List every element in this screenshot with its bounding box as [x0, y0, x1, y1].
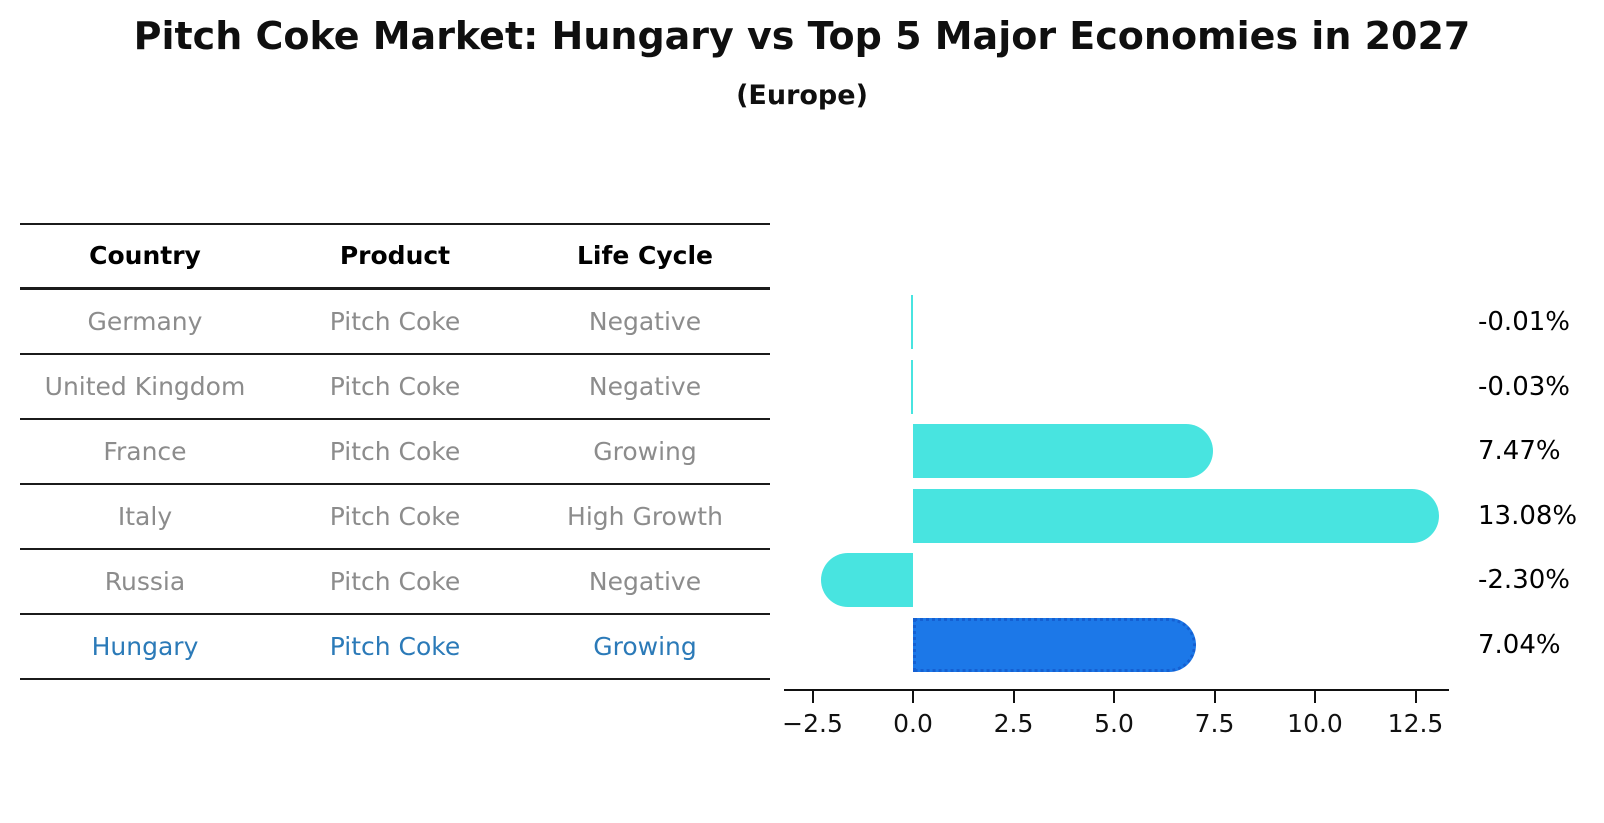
x-axis-line: [784, 689, 1449, 691]
value-label-italy: 13.08%: [1478, 500, 1578, 531]
cell-life-cycle: Negative: [588, 371, 702, 401]
x-tick-mark: [1414, 691, 1417, 703]
value-label-russia: -2.30%: [1478, 565, 1570, 596]
page-title: Pitch Coke Market: Hungary vs Top 5 Majo…: [133, 14, 1471, 58]
cell-product: Pitch Coke: [329, 566, 461, 596]
value-label-germany: -0.01%: [1478, 307, 1570, 337]
cell-country: United Kingdom: [44, 371, 246, 401]
header-cell-country: Country: [89, 241, 201, 271]
x-tick-mark: [1012, 691, 1015, 703]
x-tick-mark: [912, 691, 914, 703]
table-row-italy: Italy Pitch Coke High Growth: [20, 485, 770, 550]
comparison-table: Country Product Life Cycle Germany Pitch …: [20, 223, 770, 680]
table-row-united-kingdom: United Kingdom Pitch Coke Negative: [20, 355, 770, 420]
value-label-hungary: 7.04%: [1478, 630, 1561, 660]
x-tick-label: −2.5: [782, 709, 843, 738]
cell-product: Pitch Coke: [329, 306, 461, 336]
cell-country: Germany: [87, 306, 203, 336]
cell-life-cycle: Growing: [593, 436, 697, 466]
cell-product: Pitch Coke: [329, 501, 461, 531]
cell-product: Pitch Coke: [329, 631, 461, 661]
chart-bar-italy: [913, 488, 1439, 543]
value-label-united-kingdom: -0.03%: [1478, 371, 1570, 402]
cell-product: Pitch Coke: [329, 371, 461, 401]
x-tick-mark: [811, 691, 814, 703]
table-row-germany: Germany Pitch Coke Negative: [20, 290, 770, 355]
chart-bar-russia: [820, 553, 913, 608]
table-row-russia: Russia Pitch Coke Negative: [20, 550, 770, 615]
x-tick-mark: [1213, 691, 1216, 703]
page-subtitle: (Europe): [736, 80, 868, 111]
cell-country: Hungary: [91, 631, 199, 661]
cell-country: Italy: [117, 501, 173, 531]
header-cell-life-cycle: Life Cycle: [576, 241, 714, 271]
table-body: Germany Pitch Coke Negative United Kingdom P…: [20, 290, 770, 680]
x-tick-label: 2.5: [993, 709, 1034, 738]
chart-bar-united-kingdom: [910, 359, 913, 414]
x-tick-label: 0.0: [893, 709, 933, 738]
x-tick-mark: [1113, 691, 1115, 703]
x-tick-label: 7.5: [1194, 709, 1235, 738]
cell-life-cycle: Negative: [588, 306, 702, 336]
cell-life-cycle: High Growth: [567, 501, 723, 531]
table-row-hungary: Hungary Pitch Coke Growing: [20, 615, 770, 680]
chart-bar-hungary: [913, 618, 1196, 672]
x-tick-mark: [1314, 691, 1316, 703]
x-tick-label: 5.0: [1094, 709, 1134, 738]
value-label-france: 7.47%: [1478, 436, 1561, 467]
table-row-france: France Pitch Coke Growing: [20, 420, 770, 485]
x-tick-label: 12.5: [1387, 709, 1444, 738]
chart-bar-germany: [910, 295, 913, 349]
cell-country: Russia: [104, 566, 186, 596]
table-header-row: Country Product Life Cycle: [20, 225, 770, 290]
cell-country: France: [103, 436, 187, 466]
chart-bar-france: [913, 424, 1214, 479]
cell-product: Pitch Coke: [329, 436, 461, 466]
cell-life-cycle: Growing: [593, 631, 697, 661]
x-tick-label: 10.0: [1287, 709, 1343, 738]
cell-life-cycle: Negative: [588, 566, 702, 596]
header-cell-product: Product: [339, 241, 451, 271]
